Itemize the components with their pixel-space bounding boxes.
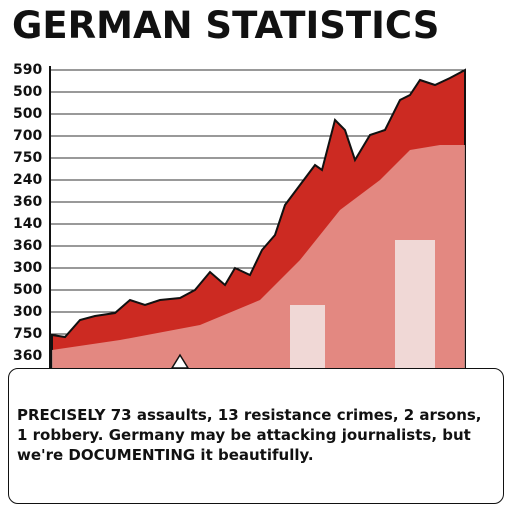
y-label: 360 <box>13 194 42 210</box>
caption-box: PRECISELY 73 assaults, 13 resistance cri… <box>8 368 504 504</box>
y-label: 360 <box>13 348 42 364</box>
y-label: 590 <box>13 62 42 78</box>
y-label: 700 <box>13 128 42 144</box>
y-label: 300 <box>13 304 42 320</box>
y-label: 300 <box>13 260 42 276</box>
y-label: 500 <box>13 282 42 298</box>
y-label: 750 <box>13 150 42 166</box>
y-label: 240 <box>13 172 42 188</box>
y-label: 500 <box>13 84 42 100</box>
y-label: 360 <box>13 238 42 254</box>
title: GERMAN STATISTICS <box>12 4 439 47</box>
y-label: 500 <box>13 106 42 122</box>
light-area <box>52 145 465 370</box>
caption-text: PRECISELY 73 assaults, 13 resistance cri… <box>17 406 482 464</box>
y-label: 140 <box>13 216 42 232</box>
y-label: 750 <box>13 326 42 342</box>
light-block <box>290 305 325 370</box>
light-block <box>395 240 435 370</box>
y-labels: 590 500 500 700 750 240 360 140 360 300 500 300 750 3… <box>13 62 42 364</box>
